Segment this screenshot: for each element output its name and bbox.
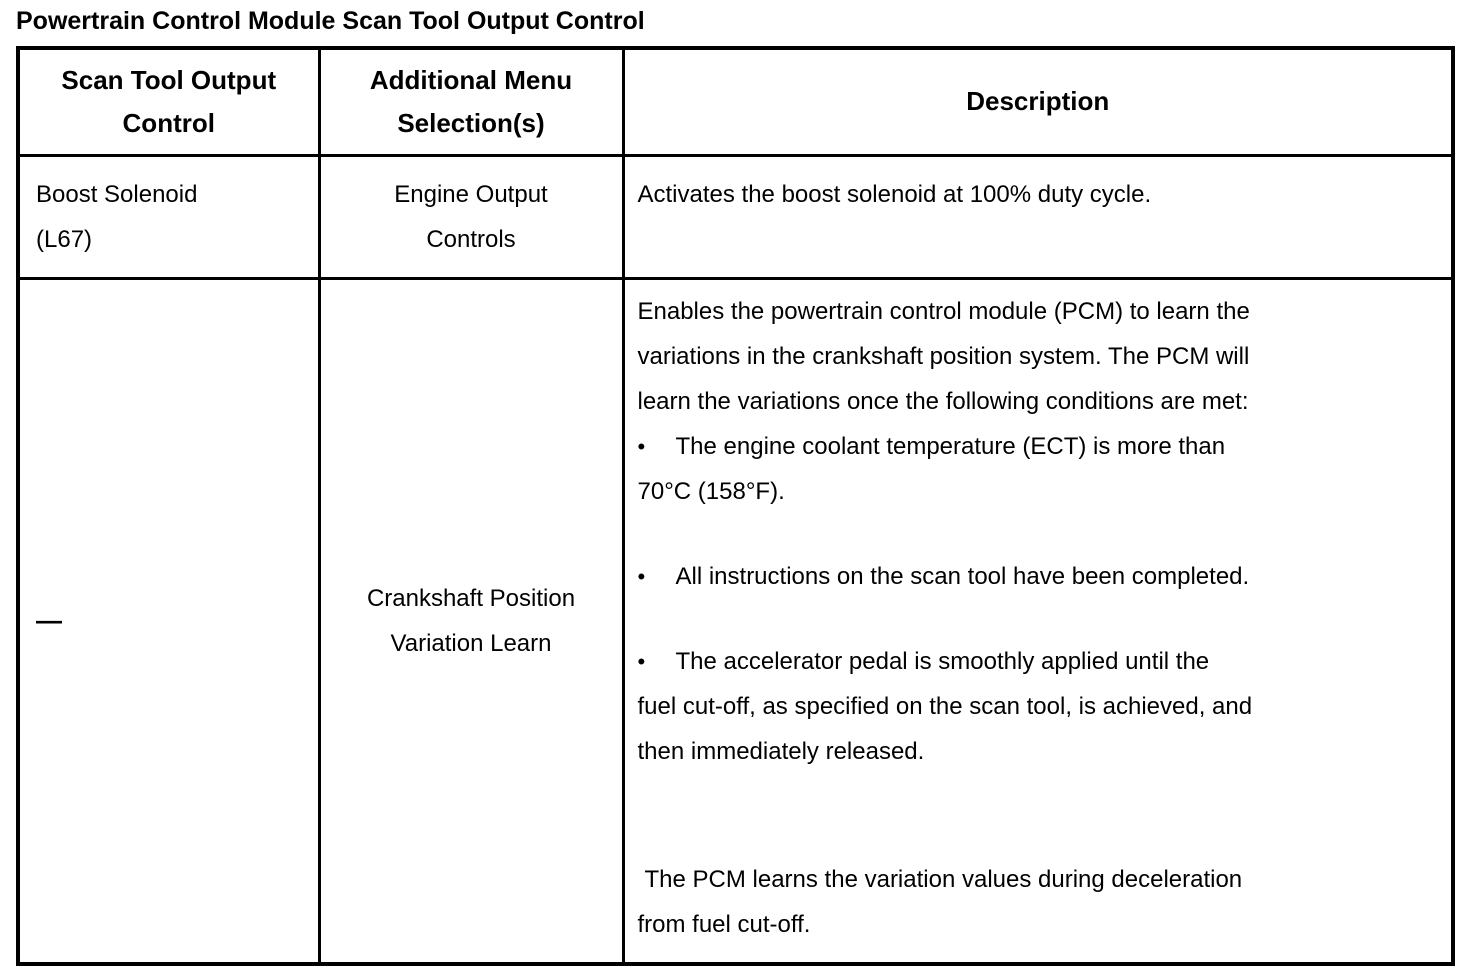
cell-line: Engine Output: [394, 180, 548, 208]
header-line: Control: [122, 107, 215, 138]
header-scan-tool-output-control: Scan Tool Output Control: [16, 46, 321, 157]
header-line: Additional Menu: [369, 64, 573, 95]
paragraph-line: learn the variations once the following …: [637, 387, 1249, 415]
bullet-line: • The engine coolant temperature (ECT) is…: [638, 424, 1434, 469]
bullet-item-scan-tool-instructions: • All instructions on the scan tool have …: [638, 554, 1434, 599]
paragraph-line: Enables the powertrain control module (P…: [637, 297, 1250, 325]
bullet-item-accelerator-pedal: • The accelerator pedal is smoothly appli…: [638, 639, 1434, 774]
bullet-item-ect-condition: • The engine coolant temperature (ECT) is…: [638, 424, 1434, 514]
bullet-line: • The accelerator pedal is smoothly appli…: [638, 639, 1434, 684]
bullet-text: The accelerator pedal is smoothly applie…: [675, 647, 1210, 675]
bullet-text: The engine coolant temperature (ECT) is …: [675, 432, 1226, 460]
bullet-icon: •: [637, 648, 646, 674]
header-line: Description: [966, 86, 1110, 117]
cell-control-boost-solenoid: Boost Solenoid (L67): [16, 153, 321, 280]
page-title: Powertrain Control Module Scan Tool Outp…: [16, 7, 645, 35]
dash-placeholder: —: [36, 605, 62, 636]
header-description: Description: [621, 46, 1455, 157]
cell-menu-engine-output-controls: Engine Output Controls: [317, 153, 625, 280]
cell-line: Activates the boost solenoid at 100% dut…: [637, 180, 1152, 208]
cell-line: Boost Solenoid: [36, 180, 198, 208]
paragraph-line: from fuel cut-off.: [637, 910, 811, 938]
bullet-line: • All instructions on the scan tool have …: [638, 554, 1434, 599]
header-line: Selection(s): [397, 107, 545, 138]
cell-description-boost-solenoid: Activates the boost solenoid at 100% dut…: [621, 153, 1455, 280]
paragraph-line: The PCM learns the variation values duri…: [644, 865, 1243, 893]
cell-line: (L67): [36, 225, 93, 253]
bullet-line: then immediately released.: [637, 737, 925, 765]
bullet-line: 70°C (158°F).: [637, 477, 785, 505]
header-line: Scan Tool Output: [61, 64, 277, 95]
header-additional-menu-selections: Additional Menu Selection(s): [317, 46, 625, 157]
cell-line: Variation Learn: [390, 629, 552, 657]
description-footer-paragraph: The PCM learns the variation values duri…: [638, 857, 1434, 947]
table-row-boost-solenoid: Boost Solenoid (L67) Engine Output Contr…: [16, 153, 1455, 280]
table-header-row: Scan Tool Output Control Additional Menu…: [16, 46, 1455, 157]
bullet-icon: •: [637, 563, 646, 589]
paragraph-line: variations in the crankshaft position sy…: [637, 342, 1250, 370]
description-intro-paragraph: Enables the powertrain control module (P…: [638, 289, 1434, 424]
scan-tool-output-control-table: Scan Tool Output Control Additional Menu…: [16, 46, 1455, 966]
cell-line: Controls: [426, 225, 516, 253]
bullet-icon: •: [637, 433, 646, 459]
bullet-line: fuel cut-off, as specified on the scan t…: [637, 692, 1253, 720]
bullet-text: All instructions on the scan tool have b…: [675, 562, 1250, 590]
cell-menu-crankshaft-position-variation-learn: Crankshaft Position Variation Learn: [317, 276, 625, 966]
cell-description-crankshaft-learn: Enables the powertrain control module (P…: [621, 276, 1455, 966]
cell-control-dash: —: [16, 276, 321, 966]
table-row-crankshaft-position-variation-learn: — Crankshaft Position Variation Learn En…: [16, 276, 1455, 966]
cell-line: Crankshaft Position: [366, 584, 576, 612]
